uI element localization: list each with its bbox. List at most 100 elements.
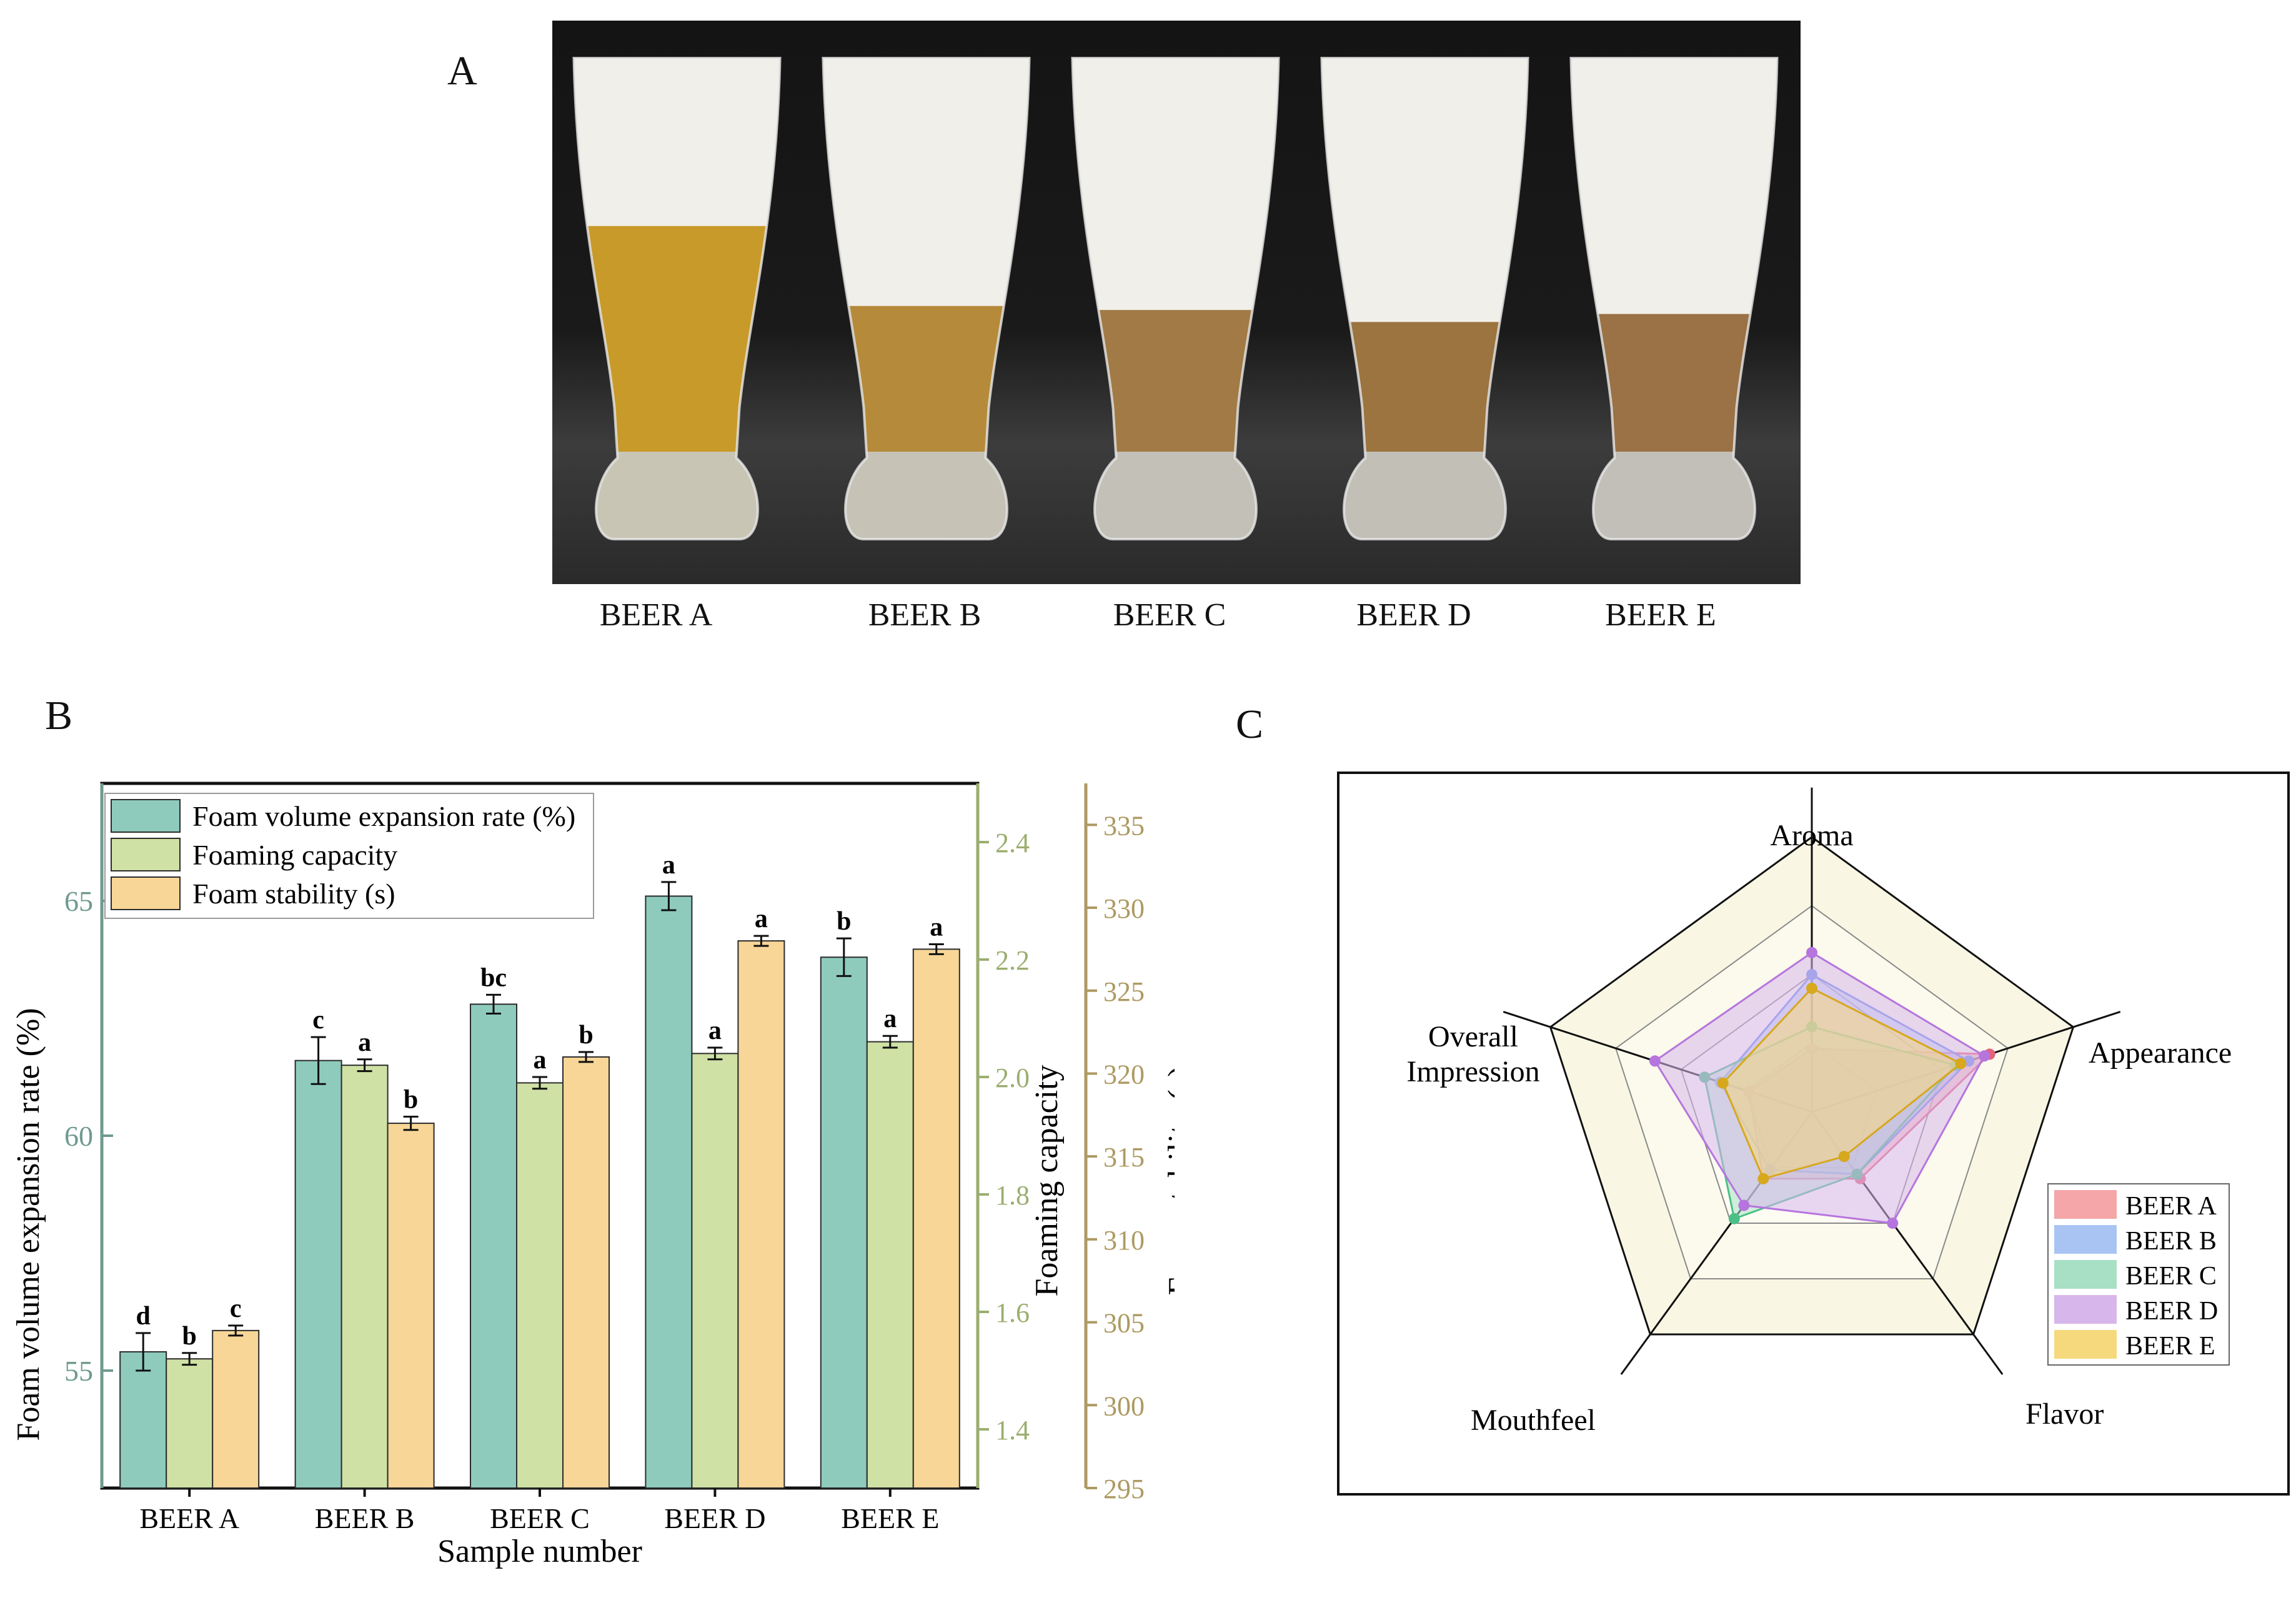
radar-legend-swatch-a	[2054, 1190, 2117, 1219]
significance-letter: b	[182, 1322, 197, 1351]
significance-letter: a	[662, 851, 675, 880]
bar-2-1	[166, 1358, 214, 1489]
radar-axis-impression: Impression	[1406, 1055, 1539, 1088]
radar-legend-swatch-b	[2054, 1225, 2117, 1254]
radar-legend-swatch-c	[2054, 1260, 2117, 1289]
x-tick-label: BEER A	[139, 1502, 239, 1534]
significance-letter: b	[579, 1021, 593, 1050]
sensory-radar-chart: Aroma Appearance Flavor Mouthfeel Overal…	[1337, 772, 2290, 1496]
bar-3-1	[212, 1329, 260, 1489]
bar-1-4	[645, 895, 693, 1489]
beer-glass-b	[822, 57, 1031, 540]
photo-label-beer-e: BEER E	[1605, 597, 1716, 633]
radar-point	[1717, 1077, 1729, 1089]
y-right2-tick-label: 295	[1103, 1474, 1145, 1504]
radar-point	[1887, 1217, 1899, 1229]
beer-glass-e	[1569, 57, 1779, 540]
radar-point	[1757, 1173, 1769, 1184]
radar-legend-label-d: BEER D	[2125, 1297, 2218, 1326]
panel-label-c: C	[1236, 702, 1264, 747]
radar-point	[1806, 983, 1817, 994]
y-axis-right1-title: Foaming capacity	[1029, 1065, 1065, 1296]
y-right1-tick-label: 1.6	[995, 1298, 1030, 1328]
radar-series-e	[1721, 987, 1963, 1180]
significance-letter: a	[755, 905, 768, 933]
y-right1-tick-label: 1.4	[995, 1415, 1030, 1446]
y-right2-tick-label: 320	[1103, 1059, 1145, 1089]
x-tick-label: BEER D	[664, 1502, 765, 1534]
bar-1-1	[119, 1351, 167, 1489]
chart-legend: Foam volume expansion rate (%) Foaming c…	[104, 793, 594, 919]
y-right2-tick-label: 305	[1103, 1308, 1145, 1339]
radar-legend-label-e: BEER E	[2125, 1332, 2215, 1361]
y-axis-right2-title: Foam stability (s)	[1162, 1066, 1175, 1296]
legend-label-expansion: Foam volume expansion rate (%)	[192, 800, 575, 832]
radar-legend-label-b: BEER B	[2125, 1227, 2217, 1256]
beer-glass-d	[1320, 57, 1529, 540]
radar-point	[1806, 946, 1817, 958]
bar-2-2	[340, 1065, 389, 1489]
x-axis-title: Sample number	[437, 1534, 642, 1569]
significance-letter: c	[312, 1006, 324, 1035]
bar-2-5	[866, 1041, 914, 1489]
bar-3-4	[737, 940, 785, 1489]
radar-point	[1838, 1151, 1850, 1163]
beer-glass-a	[572, 57, 782, 540]
significance-letter: a	[930, 913, 943, 941]
photo-label-beer-b: BEER B	[868, 597, 982, 633]
legend-label-capacity: Foaming capacity	[192, 839, 397, 871]
radar-point	[1738, 1199, 1750, 1211]
legend-label-stability: Foam stability (s)	[192, 878, 395, 910]
y-right2-tick-label: 325	[1103, 976, 1145, 1007]
significance-letter: bc	[480, 963, 507, 992]
x-tick-label: BEER C	[490, 1502, 590, 1534]
bar-1-2	[294, 1060, 342, 1489]
radar-point	[1649, 1055, 1661, 1067]
photo-label-beer-a: BEER A	[599, 597, 713, 633]
radar-point	[1955, 1058, 1967, 1069]
y-right2-tick-label: 315	[1103, 1142, 1145, 1173]
radar-axis-aroma: Aroma	[1770, 819, 1853, 852]
radar-axis-mouthfeel: Mouthfeel	[1471, 1404, 1596, 1437]
x-tick-label: BEER B	[315, 1502, 415, 1534]
radar-axis-appearance: Appearance	[2089, 1036, 2232, 1069]
photo-label-beer-d: BEER D	[1356, 597, 1471, 633]
y-left-tick-label: 60	[64, 1120, 93, 1152]
significance-letter: b	[404, 1085, 418, 1114]
significance-letter: a	[534, 1046, 547, 1074]
y-right1-tick-label: 2.0	[995, 1063, 1030, 1093]
radar-legend-swatch-d	[2054, 1295, 2117, 1324]
bar-3-5	[912, 948, 960, 1489]
radar-legend-label-c: BEER C	[2125, 1262, 2217, 1291]
bar-2-3	[516, 1082, 564, 1489]
significance-letter: a	[883, 1005, 897, 1033]
radar-point	[1979, 1050, 1990, 1062]
panel-label-a: A	[447, 48, 477, 94]
bar-3-2	[387, 1123, 435, 1489]
significance-letter: a	[708, 1016, 722, 1045]
y-right2-tick-label: 300	[1103, 1391, 1145, 1421]
beer-glasses-photo	[552, 21, 1801, 584]
radar-legend-swatch-e	[2054, 1330, 2117, 1359]
legend-swatch-expansion	[111, 799, 181, 833]
legend-swatch-stability	[111, 876, 181, 910]
y-right2-tick-label: 330	[1103, 893, 1145, 924]
radar-point	[1728, 1213, 1740, 1224]
significance-letter: d	[136, 1302, 151, 1331]
significance-letter: b	[837, 907, 851, 936]
x-tick-label: BEER E	[841, 1502, 939, 1534]
y-left-tick-label: 55	[64, 1355, 93, 1387]
radar-legend: BEER A BEER B BEER C BEER D BEER E	[2047, 1183, 2230, 1366]
panel-label-b: B	[45, 693, 73, 738]
radar-legend-label-a: BEER A	[2125, 1192, 2217, 1221]
y-right2-tick-label: 335	[1103, 810, 1145, 841]
foam-bar-chart: 55 60 65 1.4 1.6 1.8 2.0 2.2 2.4 295 300 305 310 315 3…	[11, 782, 1175, 1569]
radar-axis-overall: Overall	[1428, 1020, 1518, 1053]
y-right2-tick-label: 310	[1103, 1225, 1145, 1256]
bar-1-5	[820, 956, 868, 1489]
significance-letter: c	[230, 1294, 242, 1323]
y-right1-tick-label: 2.4	[995, 828, 1030, 858]
photo-label-beer-c: BEER C	[1113, 597, 1226, 633]
significance-letter: a	[358, 1028, 371, 1057]
y-left-tick-label: 65	[64, 885, 93, 917]
